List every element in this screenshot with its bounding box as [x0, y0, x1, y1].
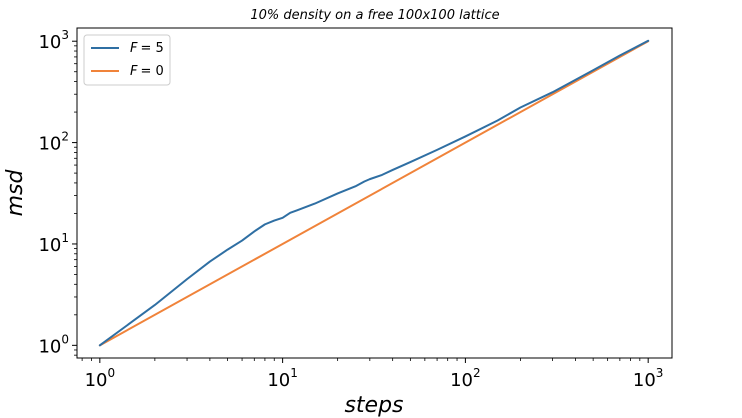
y-tick-exponent: 2 [61, 130, 69, 144]
y-tick-label: 103 [38, 28, 69, 53]
y-axis-label: msd [3, 169, 28, 217]
y-tick-exponent: 0 [61, 332, 69, 346]
x-tick-base: 10 [633, 370, 656, 391]
y-tick-label: 100 [38, 332, 69, 357]
x-tick-label: 103 [633, 366, 664, 391]
x-tick-exponent: 3 [656, 366, 664, 380]
y-tick-base: 10 [38, 134, 61, 155]
legend-val-f0: = 0 [140, 64, 163, 79]
y-tick-label: 102 [38, 130, 69, 155]
y-tick-exponent: 1 [61, 231, 69, 245]
x-tick-label: 102 [450, 366, 481, 391]
series-line-f0 [98, 40, 650, 347]
x-tick-exponent: 0 [107, 366, 115, 380]
y-tick-base: 10 [38, 235, 61, 256]
legend-label-f0: F = 0 [130, 64, 164, 79]
y-tick-exponent: 3 [61, 28, 69, 42]
y-tick-base: 10 [38, 336, 61, 357]
legend-var-f0: F [130, 64, 138, 79]
chart-title: 10% density on a free 100x100 lattice [250, 8, 499, 23]
x-tick-label: 100 [85, 366, 116, 391]
x-tick-exponent: 2 [473, 366, 481, 380]
series-line-f5 [98, 39, 650, 347]
x-tick-exponent: 1 [290, 366, 298, 380]
legend-label-f5: F = 5 [130, 41, 164, 56]
legend-val-f5: = 5 [140, 41, 163, 56]
y-tick-label: 101 [38, 231, 69, 256]
x-tick-base: 10 [450, 370, 473, 391]
x-tick-base: 10 [85, 370, 108, 391]
x-tick-label: 101 [267, 366, 298, 391]
legend-var-f5: F [130, 41, 138, 56]
legend: F = 5 F = 0 [83, 34, 171, 86]
y-tick-base: 10 [38, 32, 61, 53]
series-layer [98, 39, 650, 347]
x-tick-base: 10 [267, 370, 290, 391]
x-axis-label: steps [344, 393, 403, 418]
